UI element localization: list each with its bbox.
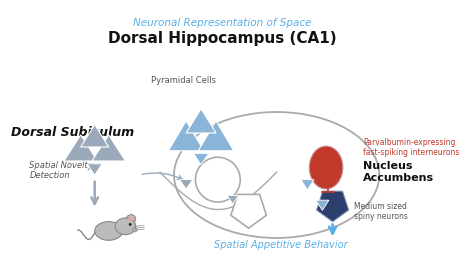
- Ellipse shape: [95, 222, 123, 240]
- Polygon shape: [317, 191, 348, 222]
- Ellipse shape: [174, 112, 379, 238]
- Circle shape: [195, 157, 240, 202]
- Text: Nucleus
Accumbens: Nucleus Accumbens: [364, 161, 435, 183]
- Circle shape: [129, 223, 132, 226]
- Ellipse shape: [115, 218, 136, 235]
- Text: Dorsal Subiculum: Dorsal Subiculum: [11, 126, 134, 139]
- Polygon shape: [92, 135, 126, 161]
- Polygon shape: [198, 121, 234, 151]
- Ellipse shape: [132, 228, 137, 232]
- Text: Dorsal Hippocampus (CA1): Dorsal Hippocampus (CA1): [108, 31, 337, 46]
- Polygon shape: [301, 180, 314, 190]
- Text: Spatial Appetitive Behavior: Spatial Appetitive Behavior: [214, 240, 348, 250]
- Text: Pyramidal Cells: Pyramidal Cells: [151, 76, 216, 85]
- Polygon shape: [227, 196, 238, 204]
- Text: Neuronal Representation of Space: Neuronal Representation of Space: [133, 18, 312, 28]
- Ellipse shape: [128, 217, 134, 221]
- Polygon shape: [316, 200, 329, 210]
- Polygon shape: [64, 135, 98, 161]
- Ellipse shape: [310, 146, 343, 189]
- Text: Medium sized
spiny neurons: Medium sized spiny neurons: [354, 202, 408, 221]
- Polygon shape: [180, 180, 192, 189]
- Polygon shape: [186, 109, 216, 133]
- Text: Parvalbumin-expressing
fast-spiking interneurons: Parvalbumin-expressing fast-spiking inte…: [364, 138, 460, 157]
- Polygon shape: [81, 124, 109, 147]
- Text: Spatial Novelty
Detection: Spatial Novelty Detection: [29, 161, 93, 180]
- Ellipse shape: [127, 215, 136, 223]
- Polygon shape: [193, 153, 209, 165]
- Polygon shape: [168, 121, 204, 151]
- Polygon shape: [231, 194, 266, 228]
- Polygon shape: [87, 164, 102, 175]
